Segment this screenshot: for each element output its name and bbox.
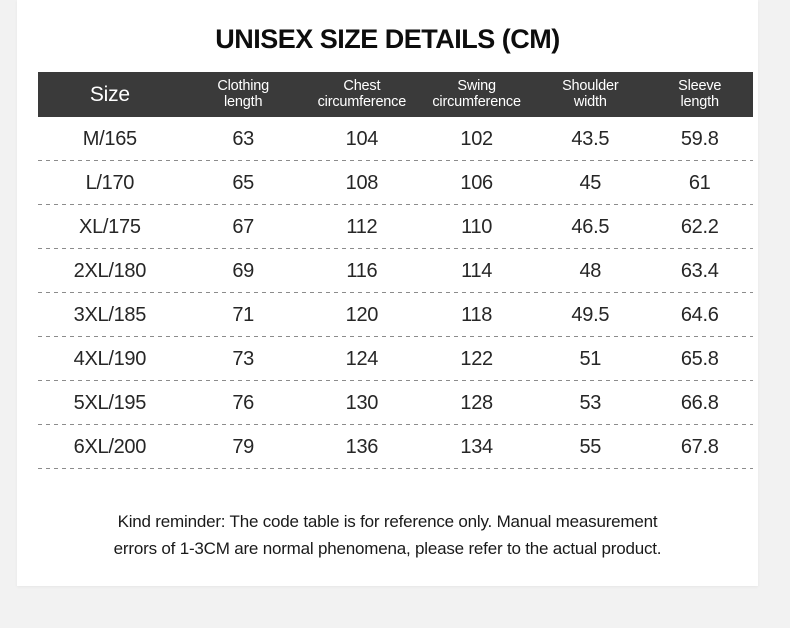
column-header-line: circumference <box>432 93 521 110</box>
column-header-line: Clothing <box>217 78 269 94</box>
value-cell: 45 <box>579 171 602 194</box>
size-chart-card: UNISEX SIZE DETAILS (CM) Size Clothing len… <box>17 0 758 586</box>
size-table: Size Clothing length Chest circumference Swin… <box>38 72 753 469</box>
table-row-xl-175: XL/175 67 112 110 46.5 62.2 <box>38 205 753 249</box>
column-header-line: Shoulder <box>562 78 619 94</box>
column-header-clothing-length: Clothing length <box>182 78 305 110</box>
column-header-shoulder-width: Shoulder width <box>534 78 646 110</box>
size-cell: 4XL/190 <box>73 347 147 370</box>
value-cell: 48 <box>579 259 602 282</box>
value-cell: 43.5 <box>571 127 610 150</box>
value-cell: 65 <box>232 171 255 194</box>
value-cell: 65.8 <box>680 347 719 370</box>
table-row-3xl-185: 3XL/185 71 120 118 49.5 64.6 <box>38 293 753 337</box>
column-header-line: Sleeve <box>678 78 722 94</box>
table-row-4xl-190: 4XL/190 73 124 122 51 65.8 <box>38 337 753 381</box>
table-row-2xl-180: 2XL/180 69 116 114 48 63.4 <box>38 249 753 293</box>
value-cell: 61 <box>688 171 711 194</box>
reminder-note: Kind reminder: The code table is for ref… <box>17 508 758 562</box>
value-cell: 66.8 <box>680 391 719 414</box>
column-header-line: width <box>573 93 607 110</box>
value-cell: 73 <box>232 347 255 370</box>
table-row-m-165: M/165 63 104 102 43.5 59.8 <box>38 117 753 161</box>
reminder-note-line2: errors of 1-3CM are normal phenomena, pl… <box>113 539 662 558</box>
table-row-6xl-200: 6XL/200 79 136 134 55 67.8 <box>38 425 753 469</box>
value-cell: 55 <box>579 435 602 458</box>
size-cell: 6XL/200 <box>73 435 147 458</box>
value-cell: 122 <box>460 347 493 370</box>
column-header-chest-circumference: Chest circumference <box>305 78 419 110</box>
column-header-line: length <box>224 93 263 110</box>
value-cell: 134 <box>460 435 493 458</box>
reminder-note-line1: Kind reminder: The code table is for ref… <box>117 512 658 531</box>
value-cell: 102 <box>460 127 493 150</box>
column-header-line: Swing <box>457 78 496 94</box>
size-cell: 3XL/185 <box>73 303 147 326</box>
value-cell: 62.2 <box>680 215 719 238</box>
value-cell: 64.6 <box>680 303 719 326</box>
value-cell: 51 <box>579 347 602 370</box>
value-cell: 46.5 <box>571 215 610 238</box>
value-cell: 104 <box>345 127 379 150</box>
value-cell: 59.8 <box>680 127 719 150</box>
value-cell: 118 <box>461 303 493 326</box>
value-cell: 71 <box>232 303 255 326</box>
size-cell: M/165 <box>82 127 137 150</box>
value-cell: 63 <box>232 127 255 150</box>
column-header-size: Size <box>38 82 182 106</box>
value-cell: 63.4 <box>680 259 719 282</box>
column-header-line: Chest <box>343 78 381 94</box>
size-cell: L/170 <box>85 171 135 194</box>
value-cell: 108 <box>345 171 379 194</box>
value-cell: 49.5 <box>571 303 610 326</box>
value-cell: 130 <box>345 391 379 414</box>
value-cell: 67 <box>232 215 255 238</box>
value-cell: 53 <box>579 391 602 414</box>
page-title: UNISEX SIZE DETAILS (CM) <box>215 24 560 54</box>
column-header-swing-circumference: Swing circumference <box>419 78 534 110</box>
size-cell: 2XL/180 <box>73 259 147 282</box>
value-cell: 79 <box>232 435 255 458</box>
value-cell: 76 <box>232 391 255 414</box>
value-cell: 120 <box>345 303 379 326</box>
value-cell: 67.8 <box>680 435 719 458</box>
table-row-5xl-195: 5XL/195 76 130 128 53 66.8 <box>38 381 753 425</box>
value-cell: 114 <box>461 259 493 282</box>
value-cell: 116 <box>346 259 378 282</box>
column-header-line: Size <box>89 82 130 106</box>
value-cell: 124 <box>345 347 379 370</box>
value-cell: 106 <box>460 171 493 194</box>
table-row-l-170: L/170 65 108 106 45 61 <box>38 161 753 205</box>
column-header-sleeve-length: Sleeve length <box>646 78 753 110</box>
value-cell: 128 <box>460 391 493 414</box>
table-header-row: Size Clothing length Chest circumference Swin… <box>38 72 753 117</box>
size-cell: XL/175 <box>79 215 141 238</box>
table-body: M/165 63 104 102 43.5 59.8 L/170 65 108 106 45 61 XL… <box>38 117 753 469</box>
value-cell: 112 <box>346 215 378 238</box>
size-cell: 5XL/195 <box>73 391 147 414</box>
value-cell: 136 <box>345 435 379 458</box>
value-cell: 110 <box>461 215 493 238</box>
value-cell: 69 <box>232 259 255 282</box>
column-header-line: circumference <box>317 93 407 110</box>
column-header-line: length <box>680 93 720 110</box>
